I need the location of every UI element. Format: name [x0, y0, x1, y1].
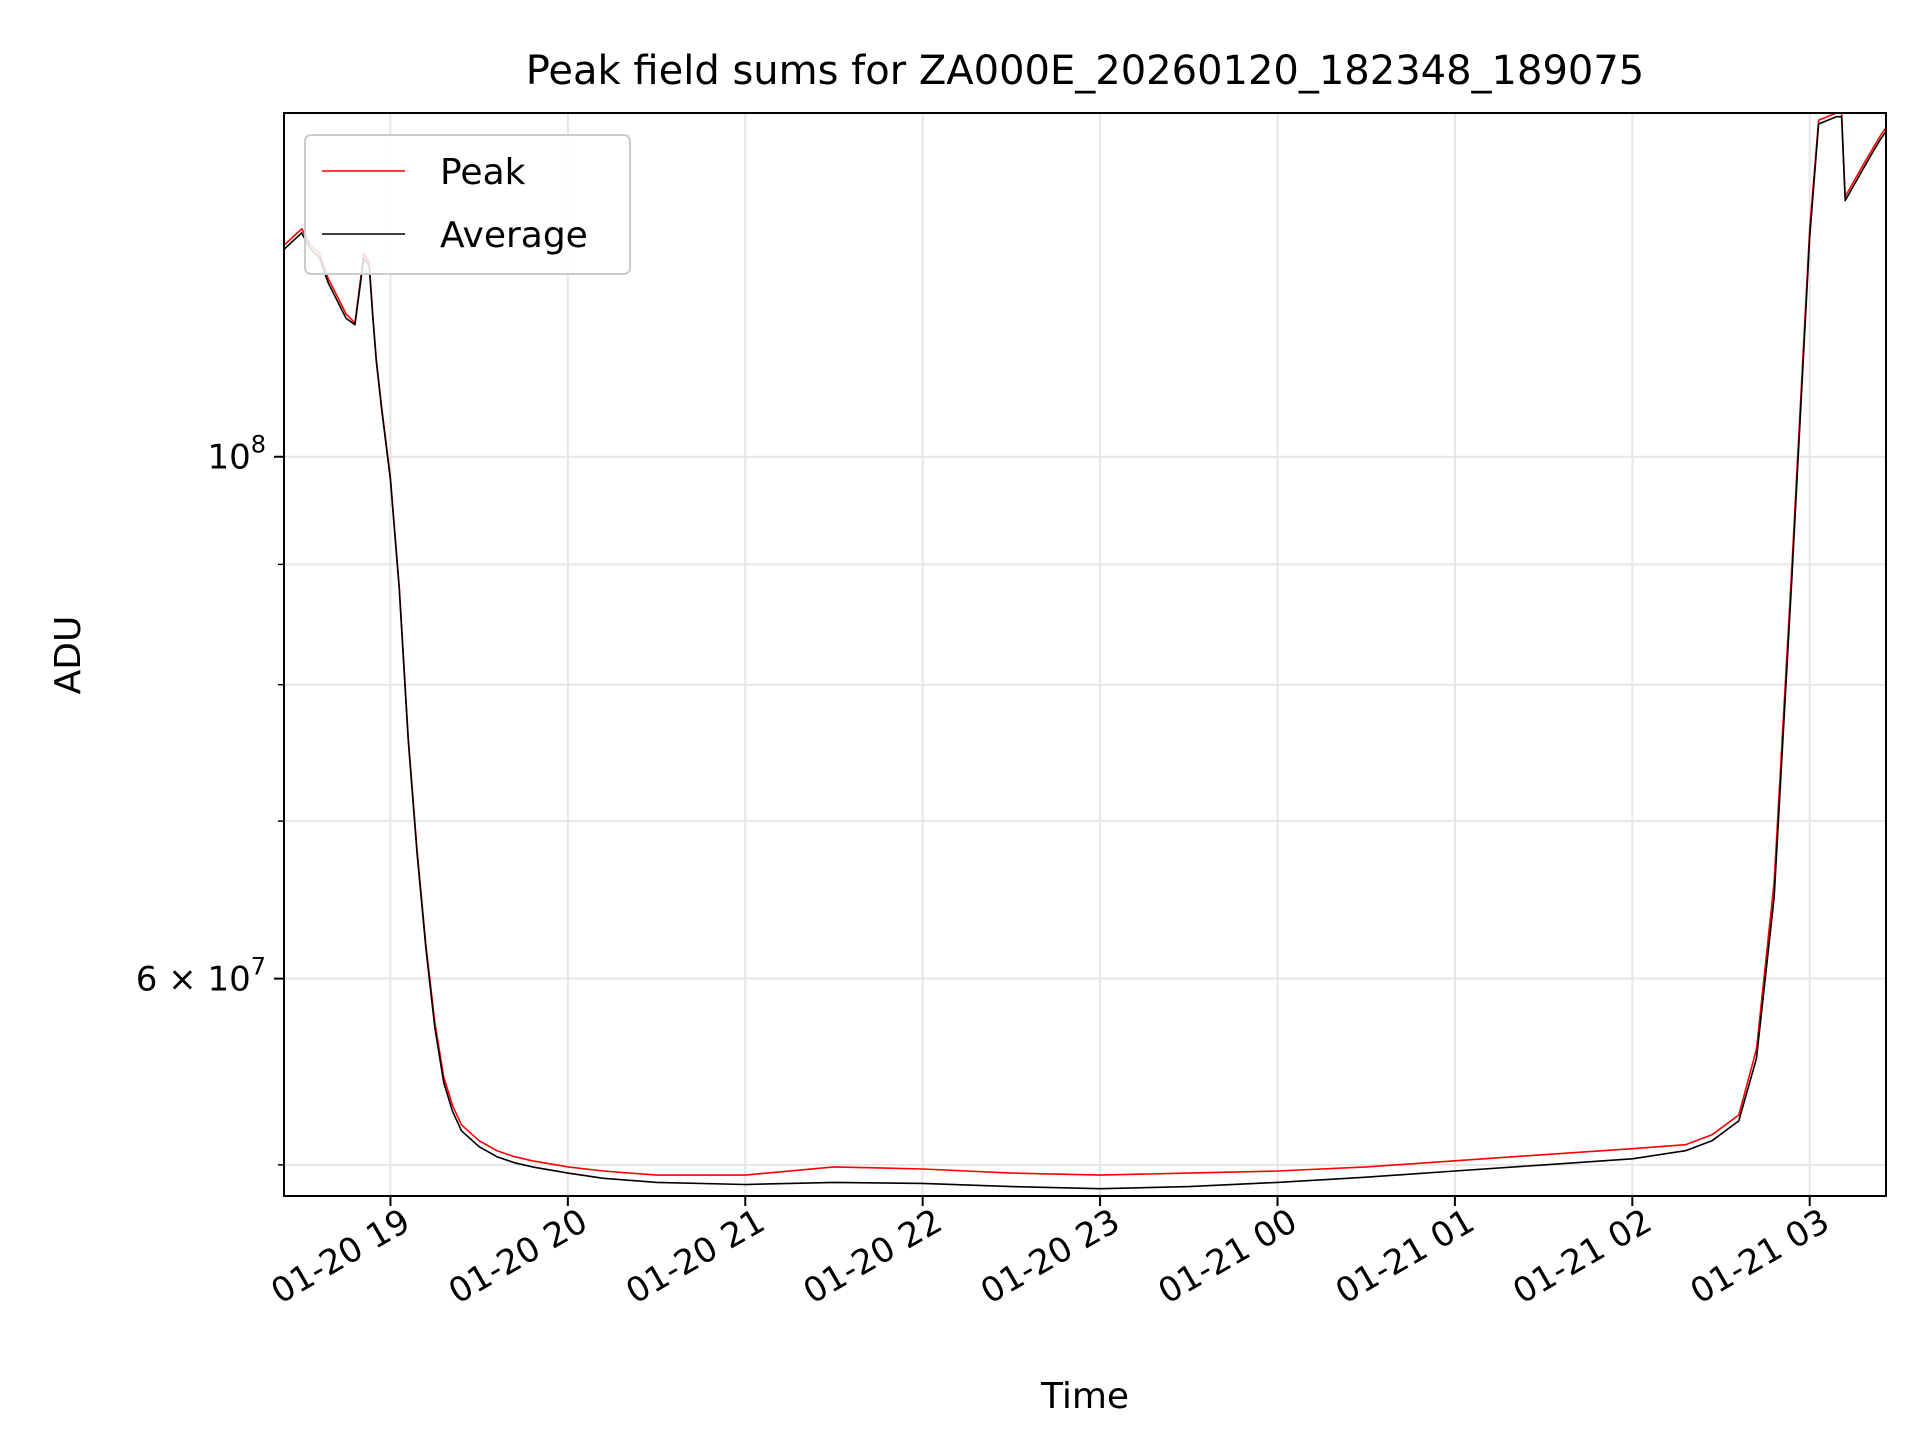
y-axis-ticks: 108 6 × 107: [136, 431, 284, 1166]
y-tick-exponent: 8: [251, 431, 266, 459]
x-axis-label: Time: [1040, 1376, 1129, 1417]
legend-peak-label: Peak: [440, 152, 526, 193]
legend-box: [304, 134, 631, 275]
y-tick-label: 6 × 107: [136, 953, 266, 1000]
grid: [284, 113, 1886, 1196]
y-tick-label: 108: [207, 431, 266, 478]
y-tick-mantissa: 10: [207, 438, 250, 478]
plot-frame: [283, 112, 1887, 1197]
legend-average-label: Average: [440, 215, 588, 256]
y-tick-exponent: 7: [251, 953, 266, 981]
y-tick-mantissa: 6 × 10: [136, 960, 251, 1000]
chart-title: Peak field sums for ZA000E_20260120_1823…: [526, 48, 1645, 94]
legend: Peak Average: [304, 134, 631, 275]
y-axis-label: ADU: [48, 616, 89, 695]
